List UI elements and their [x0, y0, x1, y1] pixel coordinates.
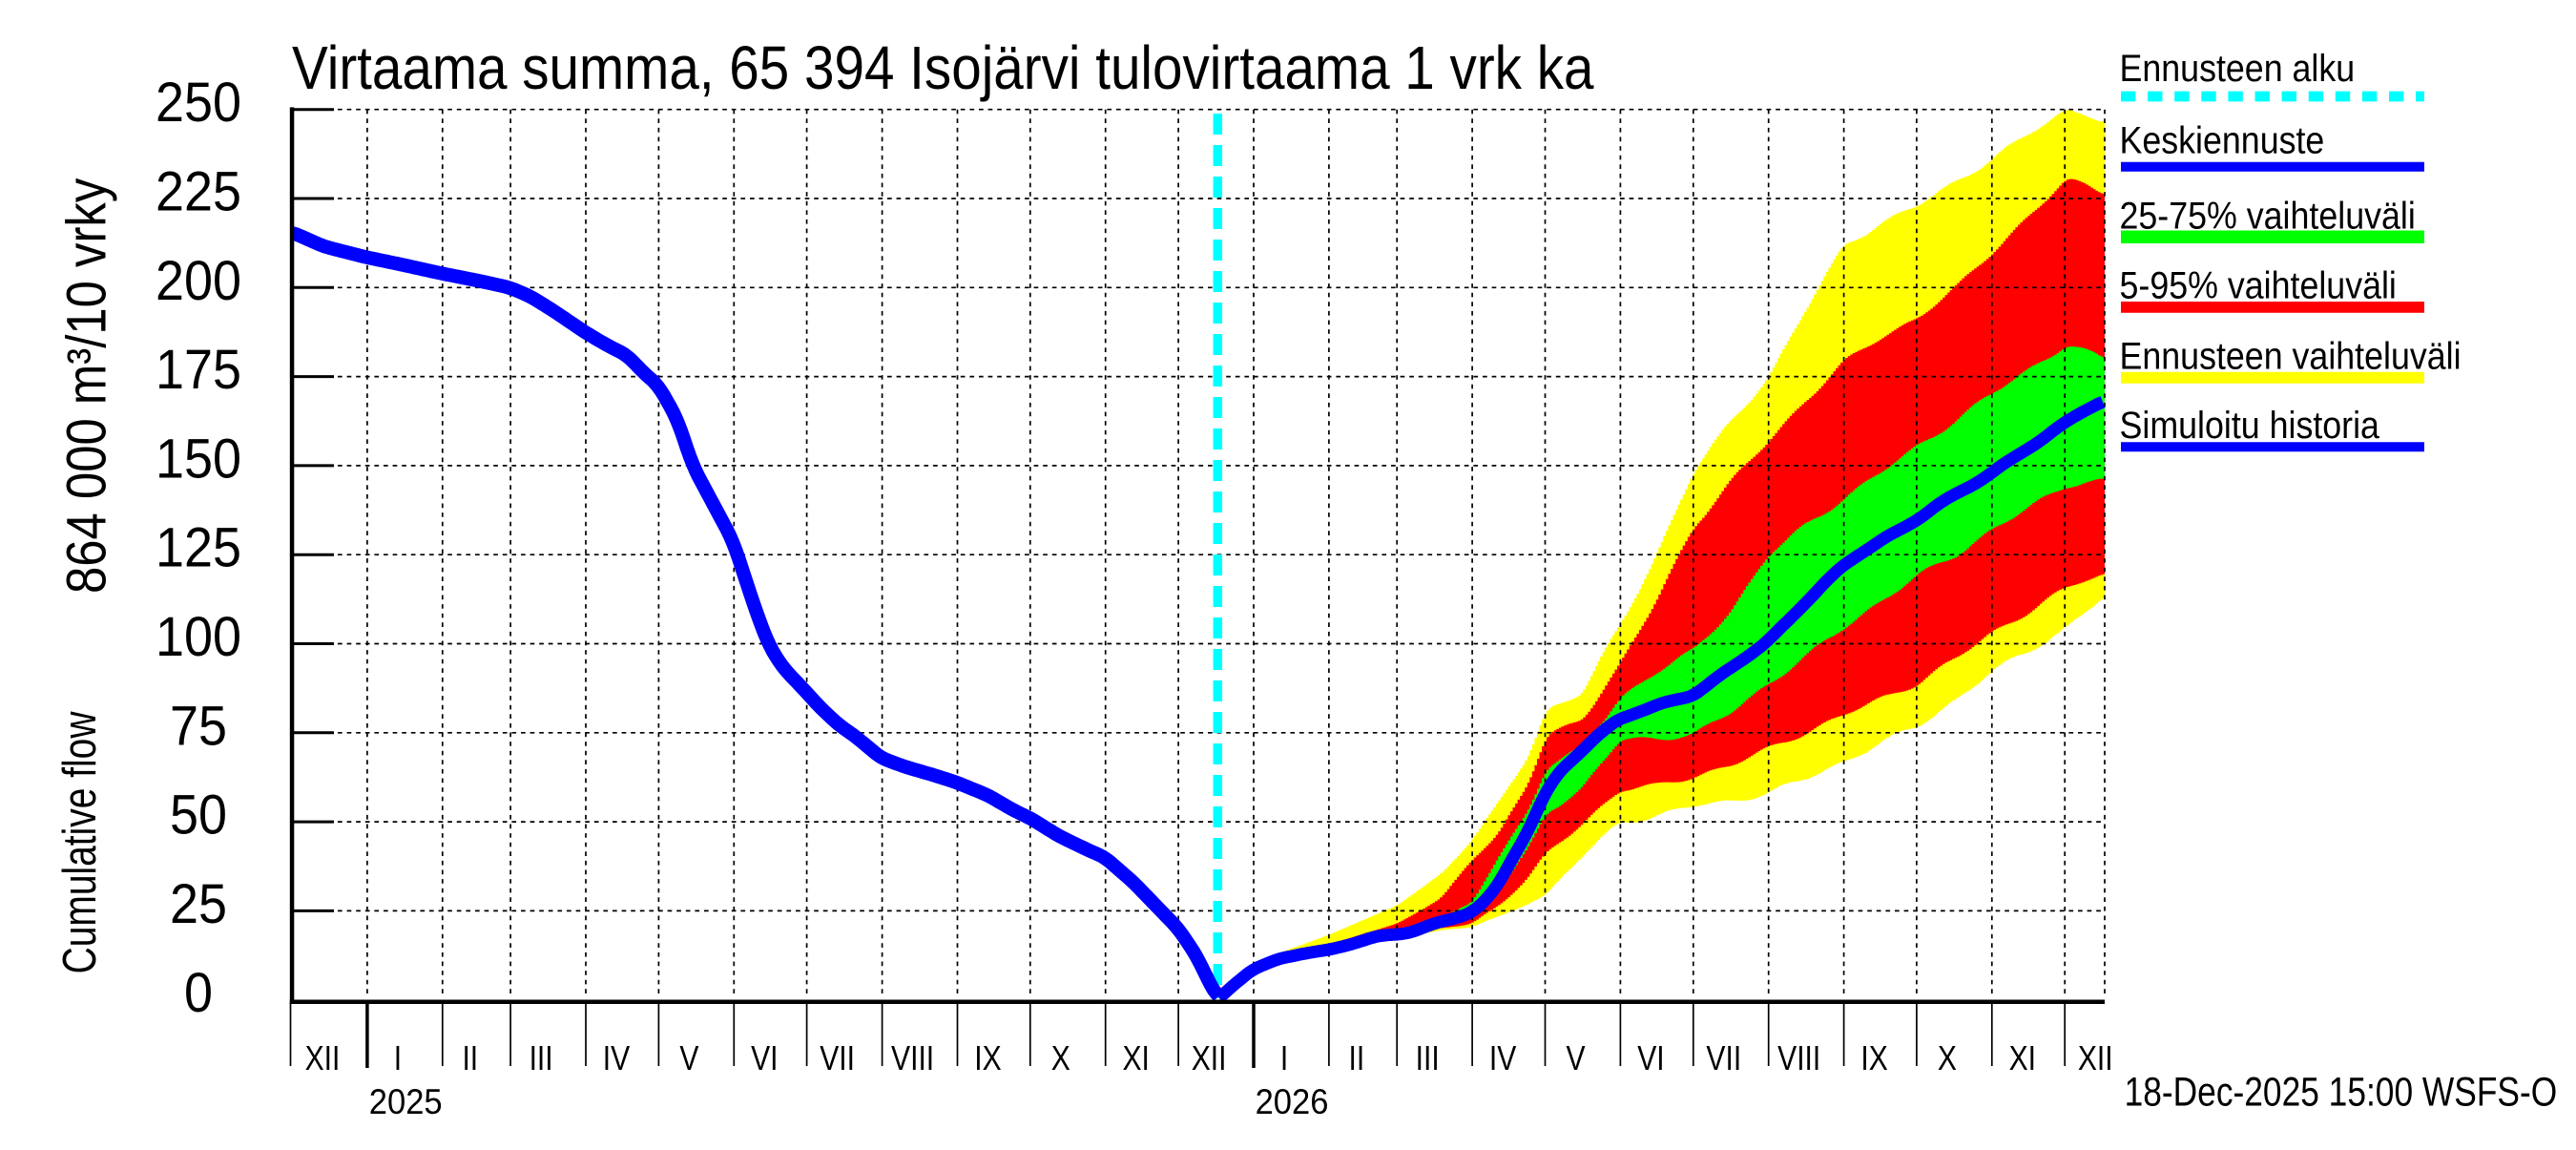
- svg-text:II: II: [1349, 1040, 1365, 1078]
- svg-text:25: 25: [170, 872, 227, 934]
- svg-text:X: X: [1051, 1040, 1070, 1078]
- svg-text:Keskiennuste: Keskiennuste: [2120, 120, 2325, 162]
- svg-text:V: V: [1566, 1040, 1585, 1078]
- svg-text:IX: IX: [1860, 1040, 1887, 1078]
- svg-text:Simuloitu historia: Simuloitu historia: [2120, 405, 2380, 447]
- svg-text:100: 100: [156, 605, 241, 667]
- svg-text:2026: 2026: [1256, 1082, 1329, 1121]
- svg-text:VIII: VIII: [1777, 1040, 1820, 1078]
- svg-text:864 000 m³/10 vrky: 864 000 m³/10 vrky: [55, 178, 117, 594]
- svg-text:XII: XII: [305, 1040, 341, 1078]
- svg-text:25-75% vaihteluväli: 25-75% vaihteluväli: [2120, 196, 2416, 238]
- svg-text:250: 250: [156, 71, 241, 133]
- svg-text:Ennusteen alku: Ennusteen alku: [2120, 48, 2356, 90]
- svg-text:VII: VII: [820, 1040, 855, 1078]
- svg-text:2025: 2025: [369, 1082, 443, 1121]
- svg-text:I: I: [1280, 1040, 1288, 1078]
- svg-text:VIII: VIII: [891, 1040, 934, 1078]
- svg-text:III: III: [1416, 1040, 1440, 1078]
- svg-text:50: 50: [170, 784, 227, 846]
- svg-text:X: X: [1938, 1040, 1957, 1078]
- svg-text:150: 150: [156, 428, 241, 490]
- svg-text:VII: VII: [1706, 1040, 1741, 1078]
- svg-text:5-95% vaihteluväli: 5-95% vaihteluväli: [2120, 265, 2397, 307]
- svg-text:225: 225: [156, 160, 241, 222]
- svg-text:II: II: [462, 1040, 478, 1078]
- svg-text:I: I: [394, 1040, 402, 1078]
- svg-text:IV: IV: [603, 1040, 630, 1078]
- svg-text:V: V: [679, 1040, 698, 1078]
- svg-text:IX: IX: [974, 1040, 1001, 1078]
- svg-text:IV: IV: [1489, 1040, 1516, 1078]
- svg-text:XII: XII: [1192, 1040, 1227, 1078]
- svg-text:XI: XI: [2009, 1040, 2036, 1078]
- svg-text:200: 200: [156, 249, 241, 311]
- svg-text:125: 125: [156, 516, 241, 578]
- svg-text:XII: XII: [2078, 1040, 2113, 1078]
- svg-text:175: 175: [156, 338, 241, 400]
- svg-text:III: III: [530, 1040, 553, 1078]
- svg-text:VI: VI: [751, 1040, 778, 1078]
- svg-text:Virtaama summa, 65 394 Isojärv: Virtaama summa, 65 394 Isojärvi tulovirt…: [292, 33, 1594, 102]
- svg-text:75: 75: [170, 694, 227, 756]
- svg-text:Cumulative flow: Cumulative flow: [54, 711, 106, 974]
- svg-text:18-Dec-2025 15:00 WSFS-O: 18-Dec-2025 15:00 WSFS-O: [2125, 1069, 2558, 1115]
- svg-text:XI: XI: [1122, 1040, 1149, 1078]
- svg-text:VI: VI: [1637, 1040, 1664, 1078]
- svg-text:0: 0: [184, 961, 213, 1023]
- svg-text:Ennusteen vaihteluväli: Ennusteen vaihteluväli: [2120, 336, 2462, 378]
